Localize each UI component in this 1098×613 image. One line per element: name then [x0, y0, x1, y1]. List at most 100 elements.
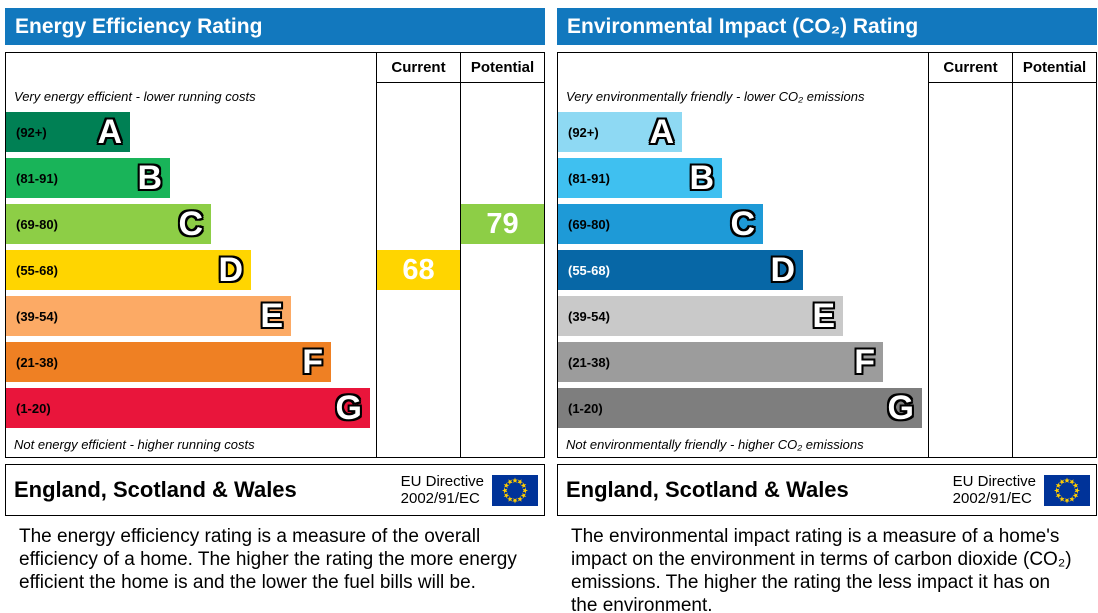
energy-band-bar-d: (55-68) D: [6, 250, 251, 290]
band-area: (39-54) E: [558, 293, 928, 339]
band-letter: E: [812, 297, 835, 335]
band-letter: F: [854, 343, 875, 381]
current-cell: [928, 109, 1012, 155]
band-range-label: (81-91): [16, 170, 58, 186]
current-cell: [928, 385, 1012, 431]
band-letter: C: [178, 205, 203, 243]
current-cell: [928, 293, 1012, 339]
energy-band-bar-c: (69-80) C: [6, 204, 211, 244]
energy-band-bar-g: (1-20) G: [6, 388, 370, 428]
potential-column-header: Potential: [460, 53, 544, 83]
potential-cell: [1012, 385, 1096, 431]
current-cell: [376, 339, 460, 385]
potential-cell: [1012, 431, 1096, 457]
current-cell: [376, 293, 460, 339]
bottom-caption-row: Not energy efficient - higher running co…: [6, 431, 544, 457]
potential-cell: [460, 109, 544, 155]
energy-band-bar-e: (39-54) E: [6, 296, 291, 336]
band-range-label: (1-20): [16, 400, 51, 416]
column-header-row: Current Potential: [558, 53, 1096, 83]
current-column-header: Current: [928, 53, 1012, 83]
co2-rating-chart: Current Potential Very environmentally f…: [557, 52, 1097, 458]
chart-footer: England, Scotland & Wales EU Directive 2…: [5, 464, 545, 516]
potential-column-header: Potential: [1012, 53, 1096, 83]
current-cell: [928, 201, 1012, 247]
band-letter: A: [649, 113, 674, 151]
potential-cell: [460, 155, 544, 201]
band-area: (55-68) D: [6, 247, 376, 293]
top-caption-row: Very environmentally friendly - lower CO…: [558, 83, 1096, 109]
band-letter: D: [770, 251, 795, 289]
co2-band-row-b: (81-91) B: [558, 155, 1096, 201]
band-area: (21-38) F: [6, 339, 376, 385]
co2-band-bar-e: (39-54) E: [558, 296, 843, 336]
band-letter: G: [335, 389, 362, 427]
energy-rating-chart: Current Potential Very energy efficient …: [5, 52, 545, 458]
co2-band-bar-a: (92+) A: [558, 112, 682, 152]
band-area: (55-68) D: [558, 247, 928, 293]
current-cell: [376, 83, 460, 109]
energy-band-row-c: (69-80) C 79: [6, 201, 544, 247]
co2-band-bar-c: (69-80) C: [558, 204, 763, 244]
band-area: (69-80) C: [6, 201, 376, 247]
current-cell: [376, 431, 460, 457]
energy-band-row-a: (92+) A: [6, 109, 544, 155]
current-rating-marker: 68: [377, 250, 460, 290]
potential-cell: 79: [460, 201, 544, 247]
band-area: (21-38) F: [558, 339, 928, 385]
band-range-label: (55-68): [16, 262, 58, 278]
band-range-label: (21-38): [16, 354, 58, 370]
column-header-row: Current Potential: [6, 53, 544, 83]
current-cell: [928, 247, 1012, 293]
energy-band-bar-a: (92+) A: [6, 112, 130, 152]
eu-flag-icon: [492, 474, 538, 506]
band-range-label: (69-80): [568, 216, 610, 232]
region-label: England, Scotland & Wales: [14, 477, 297, 502]
energy-description: The energy efficiency rating is a measur…: [19, 526, 517, 593]
band-area: (81-91) B: [558, 155, 928, 201]
top-caption: Very energy efficient - lower running co…: [14, 88, 256, 104]
potential-cell: [1012, 155, 1096, 201]
potential-cell: [460, 385, 544, 431]
band-range-label: (69-80): [16, 216, 58, 232]
energy-band-row-f: (21-38) F: [6, 339, 544, 385]
current-cell: 68: [376, 247, 460, 293]
energy-band-row-g: (1-20) G: [6, 385, 544, 431]
current-cell: [376, 109, 460, 155]
current-cell: [928, 339, 1012, 385]
potential-cell: [460, 339, 544, 385]
energy-band-row-d: (55-68) D 68: [6, 247, 544, 293]
co2-band-row-f: (21-38) F: [558, 339, 1096, 385]
band-letter: F: [302, 343, 323, 381]
chart-footer: England, Scotland & Wales EU Directive 2…: [557, 464, 1097, 516]
potential-rating-marker: 79: [461, 204, 544, 244]
band-range-label: (39-54): [568, 308, 610, 324]
co2-band-bar-f: (21-38) F: [558, 342, 883, 382]
co2-band-bar-b: (81-91) B: [558, 158, 722, 198]
band-letter: E: [260, 297, 283, 335]
current-cell: [928, 155, 1012, 201]
potential-cell: [460, 293, 544, 339]
band-range-label: (92+): [568, 124, 599, 140]
band-area: (39-54) E: [6, 293, 376, 339]
co2-panel-title: Environmental Impact (CO₂) Rating: [557, 8, 1097, 45]
potential-cell: [1012, 109, 1096, 155]
band-area: (92+) A: [558, 109, 928, 155]
top-caption: Very environmentally friendly - lower CO…: [566, 88, 865, 104]
band-range-label: (55-68): [568, 262, 610, 278]
band-letter: C: [730, 205, 755, 243]
co2-band-bar-d: (55-68) D: [558, 250, 803, 290]
energy-panel-title: Energy Efficiency Rating: [5, 8, 545, 45]
co2-band-row-e: (39-54) E: [558, 293, 1096, 339]
co2-band-row-g: (1-20) G: [558, 385, 1096, 431]
region-label: England, Scotland & Wales: [566, 477, 849, 502]
band-letter: B: [689, 159, 714, 197]
energy-band-row-e: (39-54) E: [6, 293, 544, 339]
band-area: (69-80) C: [558, 201, 928, 247]
band-range-label: (92+): [16, 124, 47, 140]
header-spacer: [6, 53, 376, 83]
co2-band-row-a: (92+) A: [558, 109, 1096, 155]
environmental-impact-panel: Environmental Impact (CO₂) Rating Curren…: [557, 8, 1097, 613]
band-area: (1-20) G: [558, 385, 928, 431]
